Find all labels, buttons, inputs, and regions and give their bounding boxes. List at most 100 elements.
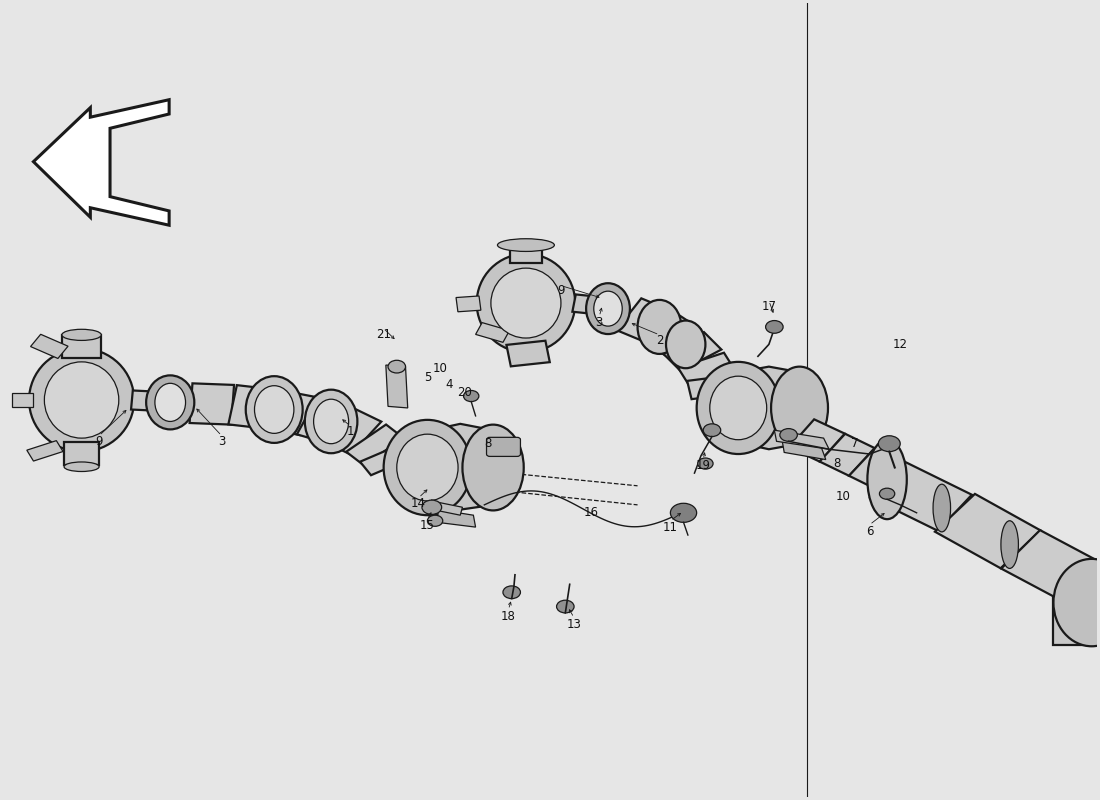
Circle shape — [697, 458, 713, 469]
Ellipse shape — [933, 484, 950, 532]
Polygon shape — [688, 374, 741, 399]
Text: 8: 8 — [833, 457, 840, 470]
Text: 18: 18 — [500, 610, 516, 622]
Polygon shape — [849, 448, 902, 490]
Ellipse shape — [314, 399, 349, 444]
Polygon shape — [1054, 561, 1100, 645]
Ellipse shape — [245, 376, 302, 443]
Polygon shape — [386, 365, 408, 408]
Polygon shape — [616, 298, 672, 342]
Ellipse shape — [146, 375, 195, 430]
Text: 5: 5 — [424, 371, 431, 384]
Circle shape — [878, 436, 900, 452]
Polygon shape — [935, 494, 1041, 568]
Text: 7: 7 — [850, 437, 858, 450]
Polygon shape — [678, 353, 735, 386]
Ellipse shape — [868, 440, 906, 519]
Polygon shape — [506, 341, 550, 366]
Text: 19: 19 — [695, 458, 711, 472]
Text: 3: 3 — [595, 316, 603, 329]
Text: 20: 20 — [458, 386, 472, 398]
FancyBboxPatch shape — [486, 438, 520, 457]
Text: 6: 6 — [866, 525, 873, 538]
Ellipse shape — [397, 434, 458, 501]
Text: 2: 2 — [656, 334, 663, 347]
Ellipse shape — [305, 390, 358, 454]
Polygon shape — [33, 100, 169, 226]
Circle shape — [766, 321, 783, 334]
Polygon shape — [870, 462, 971, 531]
Ellipse shape — [666, 321, 705, 368]
Text: 1: 1 — [348, 426, 354, 438]
Text: 21: 21 — [376, 328, 392, 342]
Polygon shape — [297, 398, 350, 444]
Polygon shape — [475, 322, 509, 342]
Text: 15: 15 — [420, 519, 434, 532]
Polygon shape — [267, 390, 315, 435]
Polygon shape — [324, 409, 382, 454]
Polygon shape — [31, 334, 68, 358]
Polygon shape — [438, 510, 475, 527]
Text: 13: 13 — [566, 618, 582, 630]
Ellipse shape — [594, 291, 623, 326]
Polygon shape — [11, 393, 33, 407]
Polygon shape — [572, 294, 606, 315]
Text: 11: 11 — [663, 521, 678, 534]
Circle shape — [703, 424, 720, 437]
Ellipse shape — [29, 348, 134, 452]
Ellipse shape — [771, 366, 828, 450]
Circle shape — [503, 586, 520, 598]
Text: 10: 10 — [433, 362, 448, 374]
Polygon shape — [774, 430, 829, 450]
Ellipse shape — [254, 386, 294, 434]
Polygon shape — [433, 502, 462, 515]
Ellipse shape — [44, 362, 119, 438]
Polygon shape — [189, 383, 234, 425]
Text: 8: 8 — [484, 437, 492, 450]
Polygon shape — [64, 442, 99, 465]
Text: 9: 9 — [96, 435, 102, 448]
Ellipse shape — [155, 383, 186, 422]
Polygon shape — [395, 424, 493, 510]
Text: 4: 4 — [446, 378, 453, 390]
Text: 17: 17 — [761, 300, 777, 313]
Polygon shape — [456, 296, 481, 312]
Polygon shape — [782, 440, 826, 459]
Ellipse shape — [462, 425, 524, 510]
Polygon shape — [346, 425, 404, 466]
Ellipse shape — [497, 238, 554, 251]
Text: 14: 14 — [411, 497, 426, 510]
Text: 16: 16 — [584, 506, 600, 519]
Text: 9: 9 — [558, 284, 564, 297]
Circle shape — [463, 390, 478, 402]
Ellipse shape — [1054, 559, 1100, 646]
Circle shape — [428, 515, 442, 526]
Polygon shape — [26, 441, 63, 461]
Text: 12: 12 — [893, 338, 907, 351]
Polygon shape — [62, 335, 101, 358]
Polygon shape — [509, 245, 542, 263]
Polygon shape — [360, 442, 418, 475]
Circle shape — [670, 503, 696, 522]
Ellipse shape — [476, 254, 575, 352]
Polygon shape — [131, 390, 166, 411]
Ellipse shape — [491, 268, 561, 338]
Polygon shape — [663, 332, 722, 371]
Circle shape — [557, 600, 574, 613]
Ellipse shape — [710, 376, 767, 440]
Polygon shape — [707, 366, 800, 450]
Circle shape — [879, 488, 894, 499]
Ellipse shape — [638, 300, 681, 354]
Polygon shape — [642, 314, 701, 356]
Circle shape — [388, 360, 406, 373]
Polygon shape — [820, 434, 874, 476]
Ellipse shape — [384, 420, 471, 515]
Polygon shape — [1001, 530, 1100, 603]
Text: 3: 3 — [218, 435, 226, 448]
Text: 10: 10 — [836, 490, 850, 503]
Ellipse shape — [696, 362, 780, 454]
Ellipse shape — [586, 283, 630, 334]
Circle shape — [780, 429, 798, 442]
Polygon shape — [229, 385, 278, 429]
Ellipse shape — [62, 330, 101, 341]
